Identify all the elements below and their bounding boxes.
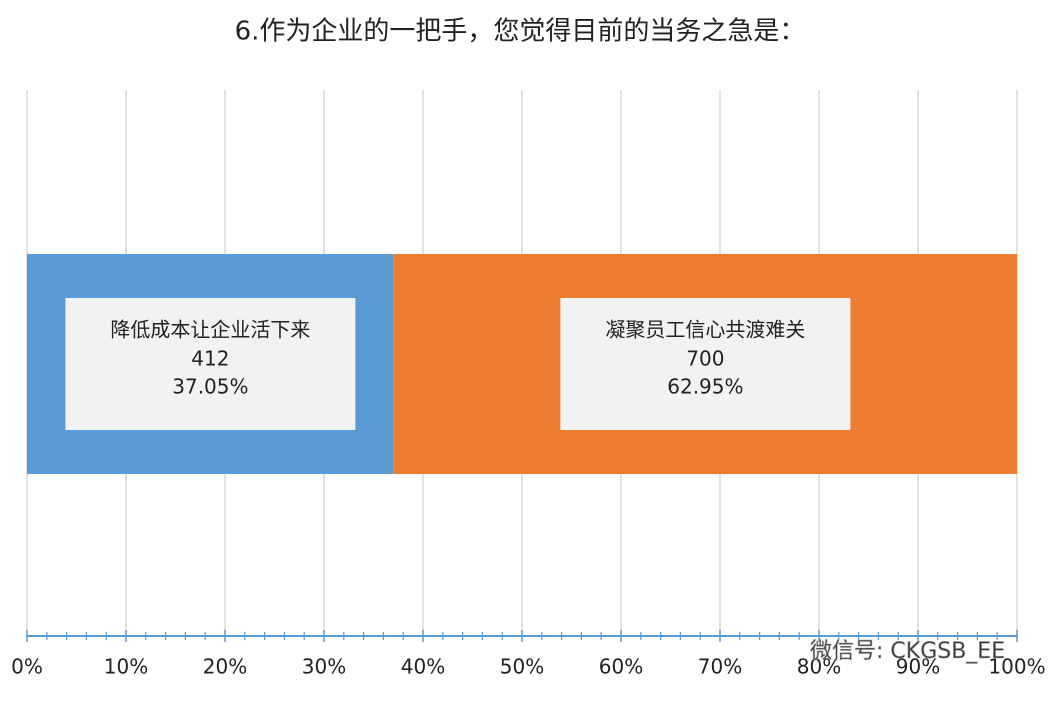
x-tick-label: 60% — [599, 655, 643, 679]
data-label-box — [560, 298, 851, 430]
x-tick-label: 0% — [11, 655, 43, 679]
x-tick-label: 20% — [203, 655, 247, 679]
data-label-box — [65, 298, 356, 430]
x-tick-label: 30% — [302, 655, 346, 679]
data-label-percent: 37.05% — [172, 375, 248, 399]
data-label-count: 700 — [686, 347, 724, 371]
x-tick-label: 100% — [988, 655, 1045, 679]
data-label-count: 412 — [191, 347, 229, 371]
x-tick-label: 10% — [104, 655, 148, 679]
chart-title: 6.作为企业的一把手，您觉得目前的当务之急是： — [235, 17, 806, 47]
data-label-name: 凝聚员工信心共渡难关 — [605, 318, 805, 342]
data-label-name: 降低成本让企业活下来 — [110, 318, 310, 342]
x-tick-label: 70% — [698, 655, 742, 679]
x-tick-label: 80% — [797, 655, 841, 679]
data-label-percent: 62.95% — [667, 375, 743, 399]
watermark: 微信号: CKGSB_EE — [810, 639, 1005, 664]
x-tick-label: 90% — [896, 655, 940, 679]
x-tick-label: 40% — [401, 655, 445, 679]
x-tick-label: 50% — [500, 655, 544, 679]
